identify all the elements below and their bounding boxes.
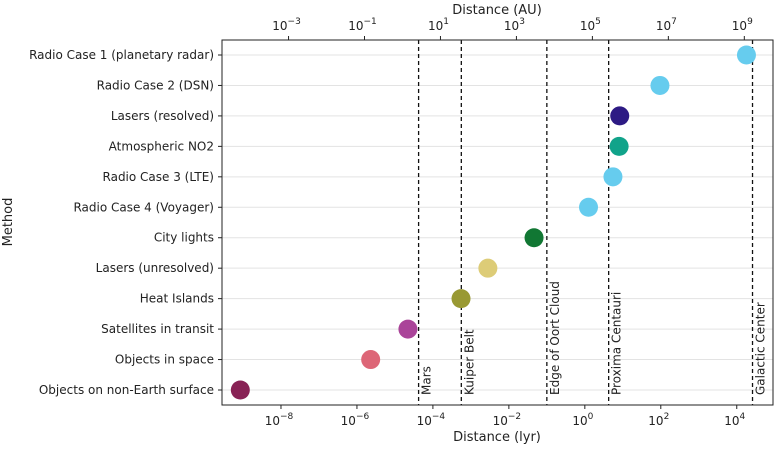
x2-tick-label: 103 bbox=[504, 17, 525, 33]
data-point bbox=[451, 289, 471, 309]
x-tick-label: 10−4 bbox=[417, 412, 446, 428]
x-tick-label: 10−6 bbox=[341, 412, 370, 428]
x-tick-label: 100 bbox=[572, 412, 593, 428]
y-tick-label: Radio Case 1 (planetary radar) bbox=[29, 48, 214, 62]
data-point bbox=[603, 167, 623, 187]
data-point bbox=[650, 75, 670, 95]
reference-line-label: Kuiper Belt bbox=[462, 329, 476, 395]
x-tick-label: 10−2 bbox=[493, 412, 522, 428]
x2-tick-label: 10−3 bbox=[272, 17, 301, 33]
data-point bbox=[609, 136, 629, 156]
y-tick-label: Atmospheric NO2 bbox=[109, 139, 214, 153]
x2-tick-label: 101 bbox=[428, 17, 449, 33]
x2-tick-label: 105 bbox=[580, 17, 601, 33]
data-point bbox=[524, 228, 544, 248]
y-tick-label: Radio Case 3 (LTE) bbox=[103, 170, 214, 184]
y-tick-label: City lights bbox=[154, 231, 214, 245]
x-axis-label: Distance (lyr) bbox=[453, 430, 541, 445]
y-tick-label: Objects on non-Earth surface bbox=[39, 383, 214, 397]
data-point bbox=[230, 380, 250, 400]
x-tick-label: 104 bbox=[724, 412, 745, 428]
x-tick-label: 102 bbox=[648, 412, 669, 428]
data-point bbox=[610, 106, 630, 126]
reference-line-label: Proxima Centauri bbox=[610, 292, 624, 395]
x2-tick-label: 109 bbox=[732, 17, 753, 33]
y-tick-label: Radio Case 2 (DSN) bbox=[97, 78, 214, 92]
reference-line-label: Galactic Center bbox=[754, 302, 768, 395]
x2-tick-label: 10−1 bbox=[348, 17, 377, 33]
reference-line-label: Edge of Oort Cloud bbox=[548, 281, 562, 395]
data-point bbox=[361, 350, 381, 370]
y-tick-label: Radio Case 4 (Voyager) bbox=[73, 200, 214, 214]
y-tick-label: Heat Islands bbox=[140, 292, 214, 306]
y-tick-label: Lasers (unresolved) bbox=[96, 261, 214, 275]
x-tick-label: 10−8 bbox=[265, 412, 294, 428]
data-point bbox=[579, 197, 599, 217]
y-axis-label: Method bbox=[1, 198, 16, 247]
y-tick-label: Satellites in transit bbox=[101, 322, 214, 336]
x2-axis-label: Distance (AU) bbox=[452, 3, 542, 18]
reference-line-label: Mars bbox=[420, 366, 434, 395]
data-point bbox=[478, 258, 498, 278]
data-point bbox=[736, 45, 756, 65]
plot-frame bbox=[221, 39, 774, 406]
y-tick-label: Lasers (resolved) bbox=[111, 109, 214, 123]
x2-tick-label: 107 bbox=[656, 17, 677, 33]
data-point bbox=[398, 319, 418, 339]
y-tick-label: Objects in space bbox=[115, 353, 214, 367]
